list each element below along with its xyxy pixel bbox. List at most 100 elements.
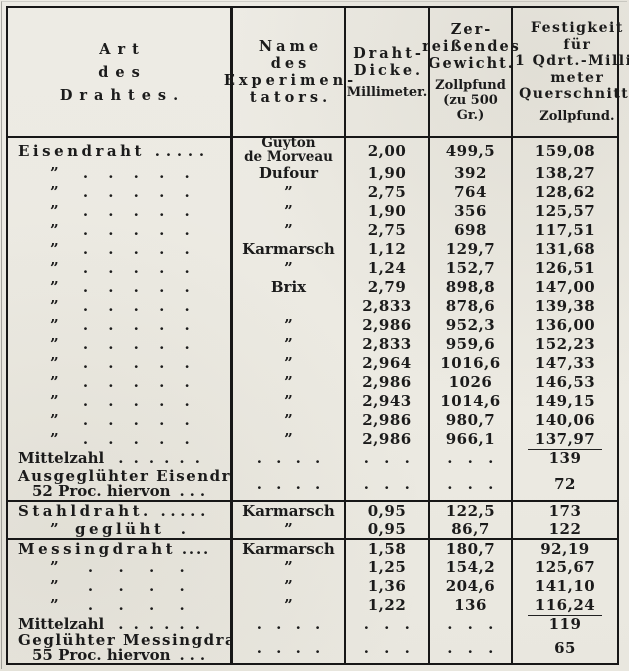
- table-body: Eisendraht..... Guyton de Morveau 2,00 499,5…: [8, 138, 617, 663]
- cell-art: Ausgeglühter Eisendraht,52 Proc. hiervon…: [8, 467, 230, 500]
- cell-name: ”: [230, 595, 344, 614]
- value: 2,986: [362, 410, 412, 429]
- value: 959,6: [445, 334, 496, 353]
- header-line: Drahtes.: [59, 86, 186, 104]
- table-row: Mittelzahl...... . . . . . . . . . . 119: [8, 614, 617, 633]
- value: 117,51: [534, 220, 596, 239]
- ditto-mark: ”: [50, 353, 59, 372]
- value: 1,12: [367, 239, 407, 258]
- cell-art: Stahldraht......: [8, 502, 230, 519]
- header-art-des-drahtes: Art des Drahtes.: [8, 8, 230, 136]
- cell-name: ”: [230, 576, 344, 595]
- cell-gewicht: 966,1: [428, 429, 511, 448]
- value: . . .: [363, 639, 411, 657]
- dot-leader: .....: [82, 334, 190, 353]
- table-row: ”.....” 2,964 1016,6 147,33: [8, 353, 617, 372]
- ditto-mark: ”: [50, 220, 59, 239]
- ditto-mark: ”: [50, 519, 59, 538]
- experimenter-name: . . . .: [256, 639, 321, 657]
- dot-leader: ...: [179, 646, 206, 663]
- dot-leader: .....: [82, 163, 190, 182]
- cell-art: ”.....: [8, 391, 230, 410]
- value: 140,06: [534, 410, 596, 429]
- value: 0,95: [367, 502, 407, 519]
- value: 131,68: [534, 239, 596, 258]
- dot-leader: .....: [82, 182, 190, 201]
- art-sublabel: 52 Proc. hiervon: [32, 481, 171, 500]
- cell-gewicht: 1026: [428, 372, 511, 391]
- cell-name: . . . .: [230, 448, 344, 467]
- cell-dicke: 2,943: [344, 391, 428, 410]
- cell-name: ”: [230, 353, 344, 372]
- header-line: für: [563, 36, 592, 53]
- dot-leader: .....: [82, 315, 190, 334]
- cell-name: ”: [230, 220, 344, 239]
- value: 2,75: [367, 220, 407, 239]
- cell-art: ”....: [8, 576, 230, 595]
- table-row: ”.....” 2,833 959,6 152,23: [8, 334, 617, 353]
- ditto-mark: ”: [284, 201, 293, 220]
- value: 2,986: [362, 429, 412, 448]
- ditto-mark: ”: [50, 576, 59, 595]
- art-label: Mittelzahl: [18, 448, 105, 467]
- cell-dicke: 1,12: [344, 239, 428, 258]
- cell-art: ”.....: [8, 372, 230, 391]
- cell-gewicht: . . .: [428, 633, 511, 663]
- value: . . .: [363, 474, 411, 493]
- header-festigkeit: Festigkeit für 1 Qdrt.-Milli- meter Quer…: [511, 8, 629, 136]
- cell-gewicht: 898,8: [428, 277, 511, 296]
- cell-festigkeit: 149,15: [511, 391, 617, 410]
- header-unit-note: (zu 500 Gr.): [443, 93, 498, 123]
- cell-festigkeit: 152,23: [511, 334, 617, 353]
- cell-dicke: . . .: [344, 614, 428, 633]
- value: 698: [454, 220, 487, 239]
- dot-leader: .....: [82, 429, 190, 448]
- table-row: ”....” 1,25 154,2 125,67: [8, 557, 617, 576]
- cell-art: Mittelzahl......: [8, 614, 230, 633]
- cell-dicke: 2,00: [344, 138, 428, 163]
- value: . . .: [447, 474, 494, 493]
- value: 2,986: [362, 315, 412, 334]
- ditto-mark: ”: [284, 557, 293, 576]
- value: 149,15: [534, 391, 596, 410]
- table-row: ”.....” 2,986 952,3 136,00: [8, 315, 617, 334]
- value: 136,00: [534, 315, 596, 334]
- cell-dicke: . . .: [344, 633, 428, 663]
- value: . . .: [447, 639, 494, 657]
- cell-art: Messingdraht....: [8, 540, 230, 557]
- ditto-mark: ”: [284, 391, 293, 410]
- header-line: reißendes: [422, 38, 521, 55]
- header-line: Name: [258, 38, 323, 55]
- table-row: ” geglüht. ” 0,95 86,7 122: [8, 519, 617, 538]
- cell-festigkeit: 117,51: [511, 220, 617, 239]
- ditto-mark: ”: [284, 372, 293, 391]
- header-line: Gewicht.: [428, 55, 515, 72]
- art-label: Ausgeglühter Eisendraht,: [18, 467, 230, 485]
- header-line: meter: [550, 69, 605, 86]
- value: 139,38: [534, 296, 596, 315]
- cell-dicke: 1,25: [344, 557, 428, 576]
- art-label: Messingdraht: [18, 540, 177, 557]
- cell-name: ”: [230, 557, 344, 576]
- cell-art: ”....: [8, 557, 230, 576]
- header-line: Zer-: [450, 21, 493, 38]
- cell-art: ”.....: [8, 220, 230, 239]
- experimenter-name: Karmarsch: [242, 502, 335, 519]
- cell-name: ”: [230, 201, 344, 220]
- art-label: Geglühter Messingdraht,: [18, 633, 230, 649]
- cell-dicke: 2,79: [344, 277, 428, 296]
- value: 1,24: [367, 258, 407, 277]
- cell-festigkeit: 173: [511, 502, 617, 519]
- ditto-mark: ”: [50, 315, 59, 334]
- header-draht-dicke: Draht- Dicke. Millimeter.: [344, 8, 428, 136]
- ditto-mark: ”: [50, 557, 59, 576]
- ditto-mark: ”: [284, 429, 293, 448]
- cell-gewicht: . . .: [428, 448, 511, 467]
- cell-art: ”.....: [8, 258, 230, 277]
- cell-name: ”: [230, 258, 344, 277]
- experimenter-name: Karmarsch: [242, 540, 335, 557]
- cell-gewicht: 86,7: [428, 519, 511, 538]
- value: 146,53: [534, 372, 596, 391]
- cell-name: ”: [230, 372, 344, 391]
